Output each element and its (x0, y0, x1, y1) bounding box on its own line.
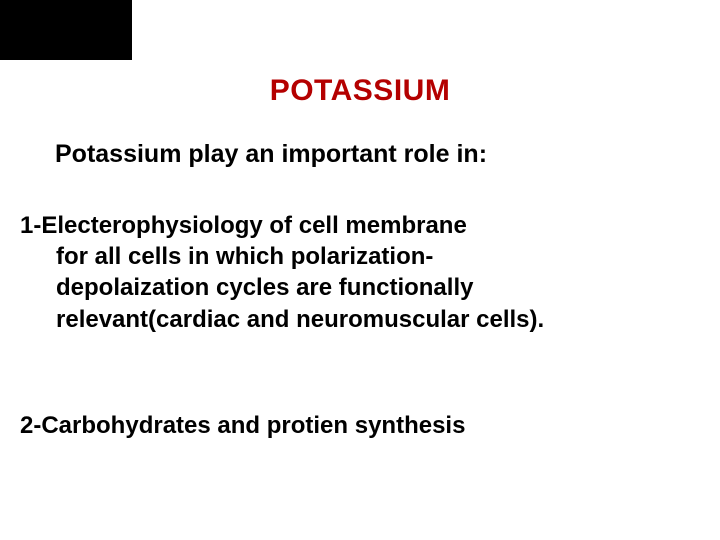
decorative-band (0, 0, 132, 60)
slide: POTASSIUM Potassium play an important ro… (0, 0, 720, 540)
p1-line4: relevant(cardiac and neuromuscular cells… (20, 304, 680, 335)
p1-line2: for all cells in which polarization- (20, 241, 680, 272)
p1-line1: 1-Electerophysiology of cell membrane (20, 212, 467, 239)
slide-subheading: Potassium play an important role in: (55, 140, 670, 169)
slide-title: POTASSIUM (0, 74, 720, 108)
paragraph-1: 1-Electerophysiology of cell membrane fo… (20, 210, 680, 335)
paragraph-2: 2-Carbohydrates and protien synthesis (20, 412, 680, 440)
p1-line3: depolaization cycles are functionally (20, 272, 680, 303)
